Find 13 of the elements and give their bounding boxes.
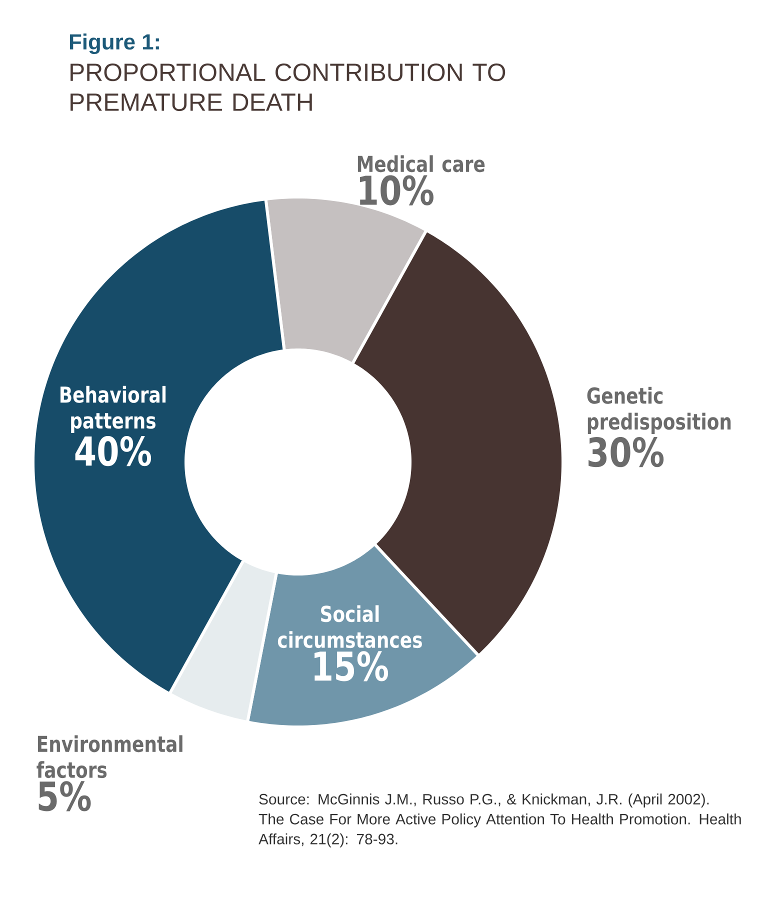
chart-subtitle: PROPORTIONAL CONTRIBUTION TO PREMATURE DEATH [70, 64, 506, 112]
data-label: 5% [38, 781, 91, 812]
slice-label: Social circumstances [278, 605, 422, 648]
data-label: 10% [360, 175, 434, 206]
data-label: 15% [314, 651, 388, 682]
data-label: 40% [75, 436, 152, 466]
slice-label: Environmental factors [36, 735, 182, 778]
source-note: Source: McGinnis J.M., Russo P.G., & Knickman, J.R. (April 2002). The Case For More Active Policy Attention To Health Promotion. Health Affairs, 21(2): 78-93. [258, 794, 741, 848]
slice-label: Genetic predisposition [587, 386, 731, 434]
slice-label: Behavioral patterns [60, 386, 166, 434]
chart-title: Figure 1: [70, 34, 159, 54]
data-label: 30% [588, 437, 664, 468]
slice-label: Medical care [358, 155, 485, 172]
